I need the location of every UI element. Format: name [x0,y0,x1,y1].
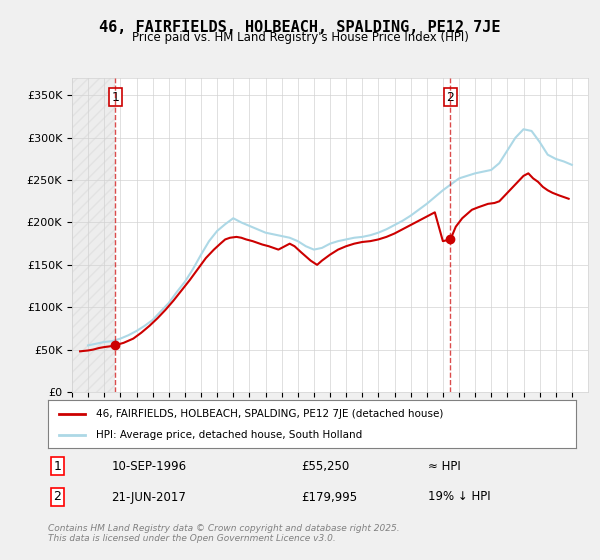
Text: HPI: Average price, detached house, South Holland: HPI: Average price, detached house, Sout… [95,430,362,440]
Text: 19% ↓ HPI: 19% ↓ HPI [428,491,491,503]
Text: £179,995: £179,995 [301,491,358,503]
Text: 2: 2 [53,491,61,503]
Text: 10-SEP-1996: 10-SEP-1996 [112,460,187,473]
Text: ≈ HPI: ≈ HPI [428,460,461,473]
Text: 1: 1 [53,460,61,473]
Text: £55,250: £55,250 [301,460,350,473]
Text: Contains HM Land Registry data © Crown copyright and database right 2025.
This d: Contains HM Land Registry data © Crown c… [48,524,400,543]
Text: 46, FAIRFIELDS, HOLBEACH, SPALDING, PE12 7JE (detached house): 46, FAIRFIELDS, HOLBEACH, SPALDING, PE12… [95,409,443,419]
Text: 46, FAIRFIELDS, HOLBEACH, SPALDING, PE12 7JE: 46, FAIRFIELDS, HOLBEACH, SPALDING, PE12… [99,20,501,35]
Text: 21-JUN-2017: 21-JUN-2017 [112,491,186,503]
Text: 2: 2 [446,91,454,104]
Text: Price paid vs. HM Land Registry's House Price Index (HPI): Price paid vs. HM Land Registry's House … [131,31,469,44]
Text: 1: 1 [112,91,119,104]
